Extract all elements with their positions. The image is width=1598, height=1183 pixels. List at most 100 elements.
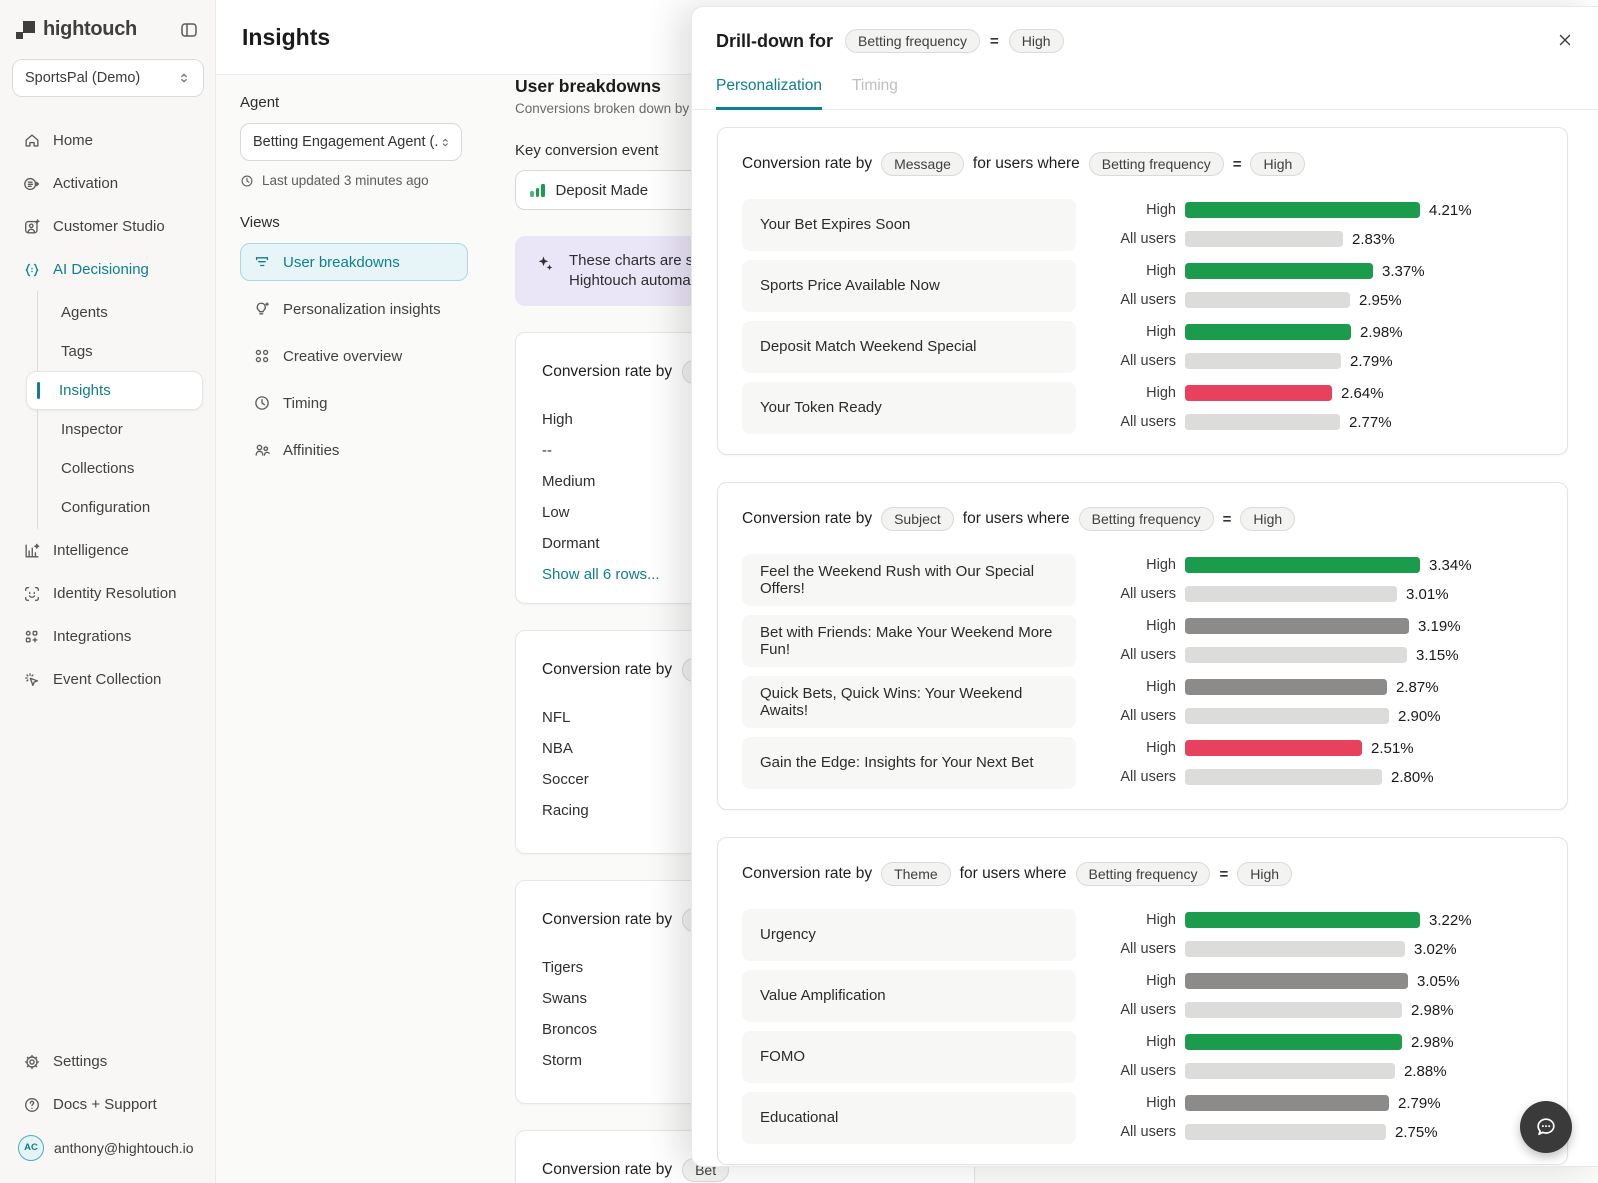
sidebar-item-label: Activation (53, 175, 119, 192)
bar-high (1185, 1034, 1402, 1050)
sidebar-item-docs-support[interactable]: Docs + Support (0, 1083, 215, 1126)
sidebar-item-customer-studio[interactable]: Customer Studio (0, 205, 215, 248)
group-by-pill[interactable]: Message (881, 152, 964, 176)
group-by-pill[interactable]: Subject (881, 507, 954, 531)
sidebar-item-activation[interactable]: Activation (0, 162, 215, 205)
sidebar-nav-lower: Intelligence Identity Resolution Integrati… (0, 529, 215, 701)
bar-high (1185, 385, 1332, 401)
sidebar-item-label: Event Collection (53, 671, 162, 688)
hightouch-logo-text: hightouch (43, 18, 137, 40)
sidebar-subitem-label: Configuration (61, 499, 151, 516)
filter-dimension-pill[interactable]: Betting frequency (1088, 152, 1224, 176)
view-item-affinities[interactable]: Affinities (240, 431, 468, 469)
sidebar-subitem-label: Insights (59, 382, 111, 399)
bar-value: 2.77% (1349, 413, 1392, 431)
sidebar-item-intelligence[interactable]: Intelligence (0, 529, 215, 572)
group-by-pill[interactable]: Theme (881, 862, 951, 886)
card-title: Conversion rate by (742, 510, 873, 527)
value-pill: High (1008, 29, 1064, 53)
view-item-personalization-insights[interactable]: Personalization insights (240, 290, 468, 328)
bar-high (1185, 912, 1420, 928)
bar-value: 3.19% (1418, 617, 1461, 635)
clock-icon (241, 175, 253, 186)
view-item-label: Affinities (283, 441, 340, 459)
chart-row: Deposit Match Weekend Special High 2.98% Al… (742, 320, 1543, 373)
row-label[interactable]: Feel the Weekend Rush with Our Special O… (742, 553, 1076, 606)
bar-value: 3.34% (1429, 556, 1472, 574)
sidebar-item-label: Home (53, 132, 94, 149)
sidebar-subitem-collections[interactable]: Collections (38, 449, 215, 488)
chat-button[interactable] (1520, 1101, 1572, 1153)
series-label: All users (1120, 769, 1176, 785)
filter-value-pill[interactable]: High (1240, 507, 1296, 531)
activation-icon (23, 175, 41, 193)
row-label[interactable]: Your Bet Expires Soon (742, 198, 1076, 251)
sidebar-subitem-tags[interactable]: Tags (38, 332, 215, 371)
drilldown-panel: Drill-down for Betting frequency = High … (691, 6, 1598, 1167)
sidebar-subitem-agents[interactable]: Agents (38, 293, 215, 332)
sidebar-item-ai-decisioning[interactable]: AI Decisioning (0, 248, 215, 291)
bar-value: 2.98% (1411, 1001, 1454, 1019)
series-label: All users (1120, 414, 1176, 430)
close-icon[interactable] (1556, 31, 1574, 49)
show-all-rows-link[interactable]: Show all 6 rows... (542, 566, 660, 583)
row-label[interactable]: Value Amplification (742, 969, 1076, 1022)
view-item-creative-overview[interactable]: Creative overview (240, 337, 468, 375)
filter-value-pill[interactable]: High (1250, 152, 1306, 176)
bar-high (1185, 557, 1420, 573)
row-label[interactable]: Bet with Friends: Make Your Weekend More… (742, 614, 1076, 667)
gear-icon (23, 1053, 41, 1071)
customer-studio-icon (23, 218, 41, 236)
row-label[interactable]: Deposit Match Weekend Special (742, 320, 1076, 373)
workspace-selector[interactable]: SportsPal (Demo) (12, 59, 204, 97)
tab-timing[interactable]: Timing (851, 77, 898, 94)
tab-personalization[interactable]: Personalization (716, 77, 822, 110)
row-label[interactable]: Quick Bets, Quick Wins: Your Weekend Awa… (742, 675, 1076, 728)
bar-high (1185, 324, 1351, 340)
row-label[interactable]: FOMO (742, 1030, 1076, 1083)
breakdown-row-label: NBA (542, 740, 573, 757)
sidebar-item-event-collection[interactable]: Event Collection (0, 658, 215, 701)
bar-high (1185, 740, 1362, 756)
intelligence-icon (23, 542, 41, 560)
filter-dimension-pill[interactable]: Betting frequency (1078, 507, 1214, 531)
drilldown-tabs: Personalization Timing (692, 77, 1598, 110)
ai-banner-line1: These charts are so (569, 252, 702, 269)
grid-icon (253, 347, 271, 365)
sidebar-item-identity-resolution[interactable]: Identity Resolution (0, 572, 215, 615)
bar-value: 3.01% (1406, 585, 1449, 603)
view-item-user-breakdowns[interactable]: User breakdowns (240, 243, 468, 281)
row-label[interactable]: Urgency (742, 908, 1076, 961)
user-account[interactable]: AC anthony@hightouch.io (0, 1126, 215, 1169)
chart-row: Your Token Ready High 2.64% All users 2.77% (742, 381, 1543, 434)
last-updated: Last updated 3 minutes ago (240, 173, 492, 188)
series-label: All users (1120, 353, 1176, 369)
sidebar-item-integrations[interactable]: Integrations (0, 615, 215, 658)
sidebar-item-home[interactable]: Home (0, 119, 215, 162)
hightouch-logo: hightouch (16, 18, 137, 41)
breakdown-row-label: High (542, 411, 573, 428)
filter-dimension-pill[interactable]: Betting frequency (1075, 862, 1211, 886)
row-label[interactable]: Educational (742, 1091, 1076, 1144)
filters-column: Agent Betting Engagement Agent (... Last… (240, 76, 492, 478)
sidebar-collapse-icon[interactable] (179, 20, 199, 40)
bar-value: 2.95% (1359, 291, 1402, 309)
sidebar-subitem-inspector[interactable]: Inspector (38, 410, 215, 449)
bar-high (1185, 973, 1408, 989)
sidebar-subitem-configuration[interactable]: Configuration (38, 488, 215, 527)
chart-row: Feel the Weekend Rush with Our Special O… (742, 553, 1543, 606)
filter-value-pill[interactable]: High (1237, 862, 1293, 886)
view-item-label: Creative overview (283, 347, 403, 365)
bar-high (1185, 679, 1387, 695)
sidebar-item-settings[interactable]: Settings (0, 1040, 215, 1083)
row-label[interactable]: Gain the Edge: Insights for Your Next Be… (742, 736, 1076, 789)
row-label[interactable]: Your Token Ready (742, 381, 1076, 434)
bar-value: 2.64% (1341, 384, 1384, 402)
row-label[interactable]: Sports Price Available Now (742, 259, 1076, 312)
sidebar-subitem-insights[interactable]: Insights (26, 371, 203, 410)
view-item-timing[interactable]: Timing (240, 384, 468, 422)
agent-label: Agent (240, 94, 280, 111)
agent-selector[interactable]: Betting Engagement Agent (... (240, 123, 462, 161)
bar-value: 3.37% (1382, 262, 1425, 280)
chart-row: Bet with Friends: Make Your Weekend More… (742, 614, 1543, 667)
